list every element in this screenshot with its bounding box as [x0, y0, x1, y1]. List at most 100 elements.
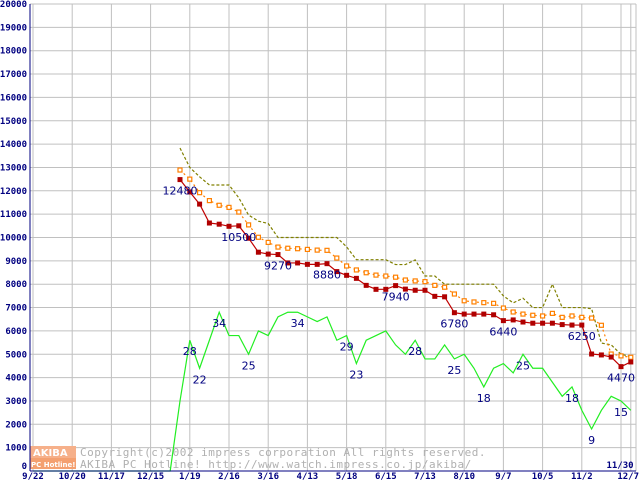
grid [30, 3, 637, 472]
point-min [216, 221, 222, 227]
x-tick-label: 6/15 [375, 472, 397, 480]
point-average [539, 313, 546, 319]
data-label-shops: 23 [349, 369, 363, 382]
point-average [265, 239, 271, 246]
point-average [363, 270, 369, 276]
series-group [33, 147, 634, 472]
y-tick-label: 1000 [5, 444, 27, 454]
point-min [334, 269, 340, 275]
x-tick-label: 11/2 [571, 472, 593, 480]
point-min [344, 272, 350, 278]
data-label-shops: 34 [212, 317, 226, 330]
point-average [236, 209, 242, 215]
x-tick-label: 2/16 [218, 472, 240, 480]
point-average [618, 353, 624, 359]
data-label-shops: 29 [340, 341, 354, 354]
point-average [451, 291, 457, 297]
point-min [393, 283, 399, 289]
point-average [187, 176, 193, 182]
point-min [442, 294, 448, 300]
y-tick-label: 15000 [0, 117, 27, 127]
data-label-shops: 18 [565, 392, 579, 405]
point-min [471, 311, 477, 317]
logo-top-box [30, 446, 76, 458]
data-label-shops: 25 [447, 364, 461, 377]
y-tick-label: 10000 [0, 234, 27, 244]
x-tick-label: 11/17 [98, 472, 125, 480]
point-average [471, 299, 477, 305]
x-tick-label: 12/7 [617, 472, 639, 480]
point-min [255, 249, 261, 255]
y-tick-label: 14000 [0, 140, 27, 150]
point-min [579, 322, 585, 328]
point-average [373, 272, 379, 278]
point-average [344, 263, 350, 269]
point-min [236, 223, 242, 229]
point-average [206, 198, 212, 204]
point-min [295, 260, 301, 266]
y-tick-label: 0 [22, 462, 27, 472]
point-average [275, 244, 281, 250]
point-min [246, 235, 252, 241]
point-average [295, 246, 301, 252]
point-average [353, 267, 359, 273]
y-tick-label: 19000 [0, 23, 27, 33]
point-min [304, 261, 310, 267]
point-min [373, 286, 379, 292]
point-average [216, 202, 222, 208]
x-tick-label: 9/22 [22, 472, 44, 480]
point-average [461, 298, 467, 304]
data-labels: 12480 10500 9270 8880 7940 6780 6440 6250 4470 28… [163, 185, 636, 447]
copyright-text: Copyright(c)2002 impress corporation All… [80, 446, 486, 459]
point-min [520, 319, 526, 325]
site-text: AKIBA PC Hotline! http://www.watch.impre… [80, 458, 472, 471]
point-average [285, 245, 291, 251]
point-average [432, 282, 438, 288]
data-label-shops: 28 [183, 345, 197, 358]
data-label-min: 7940 [382, 291, 410, 304]
point-min [461, 311, 467, 317]
x-tick-label: 10/5 [532, 472, 554, 480]
x-tick-label: 4/13 [297, 472, 319, 480]
data-label-min: 6250 [568, 330, 596, 343]
point-min [530, 320, 536, 326]
point-average [402, 277, 408, 283]
point-min [608, 354, 614, 360]
point-average [491, 300, 497, 306]
logo-akiba: AKIBA [33, 448, 68, 459]
point-min [383, 286, 389, 292]
point-average [197, 190, 203, 196]
y-tick-label: 12000 [0, 187, 27, 197]
point-min [569, 322, 575, 328]
point-average [559, 314, 565, 320]
point-average [500, 305, 506, 311]
y-tick-label: 18000 [0, 47, 27, 57]
point-average [383, 273, 389, 279]
point-average [520, 311, 526, 317]
point-min [314, 261, 320, 267]
point-min [432, 293, 438, 299]
point-min [187, 189, 193, 195]
data-label-shops: 22 [193, 373, 207, 386]
x-tick-label: 7/13 [414, 472, 436, 480]
data-label-min: 12480 [163, 185, 198, 198]
data-label-shops: 25 [516, 359, 530, 372]
data-label-min: 9270 [264, 260, 292, 273]
point-average [442, 284, 448, 290]
point-min [540, 320, 546, 326]
logo-hotline: PC Hotline! [31, 461, 75, 469]
y-tick-label: 4000 [5, 374, 27, 384]
point-average [549, 310, 556, 316]
data-label-shops: 15 [614, 406, 628, 419]
point-average [177, 167, 183, 173]
x-tick-label: 9/7 [495, 472, 511, 480]
y-tick-label: 7000 [5, 304, 27, 314]
data-label-min: 10500 [221, 231, 256, 244]
y-tick-label: 16000 [0, 93, 27, 103]
x-tick-label: 8/10 [453, 472, 475, 480]
point-min [510, 317, 516, 323]
point-min [598, 352, 604, 358]
y-tick-label: 2000 [5, 420, 27, 430]
